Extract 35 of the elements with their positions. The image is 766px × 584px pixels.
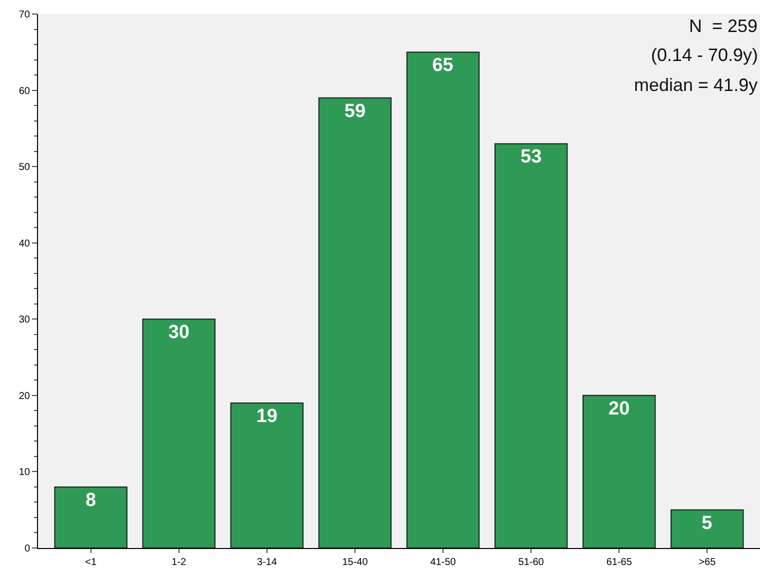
bar [318,97,392,548]
data-label: 53 [520,146,542,168]
data-label: 8 [86,490,96,511]
data-label: 65 [432,55,454,76]
data-label: 59 [344,100,366,122]
bar [582,394,656,548]
x-tick-label: 41-50 [430,557,456,568]
y-tick-label: 10 [18,467,30,478]
x-tick-label: 1-2 [172,557,187,568]
annotation: (0.14 - 70.9y) [651,45,758,65]
x-tick-label: 3-14 [256,557,278,568]
data-label: 19 [256,406,278,428]
y-tick-label: 0 [24,544,30,554]
y-tick-label: 30 [18,314,30,326]
bar [494,143,568,548]
data-label: 20 [608,398,630,420]
annotation: N = 259 [689,16,758,36]
y-tick-label: 50 [18,162,30,174]
y-tick-label: 60 [18,86,30,97]
data-label: 30 [168,322,190,344]
x-tick-label: 51-60 [518,557,544,568]
x-tick-label: >65 [698,557,716,568]
data-label: 5 [702,512,713,534]
x-tick-label: 61-65 [606,557,632,568]
bar [54,486,128,548]
bar [670,509,744,548]
bar [142,318,216,548]
y-tick-label: 20 [18,390,30,402]
bar [230,402,304,548]
bar [406,52,480,548]
y-tick-label: 40 [18,238,30,250]
x-tick-label: <1 [85,557,97,568]
annotation: median = 41.9y [634,75,758,95]
x-tick-label: 15-40 [342,557,368,568]
y-tick-label: 70 [18,10,30,20]
